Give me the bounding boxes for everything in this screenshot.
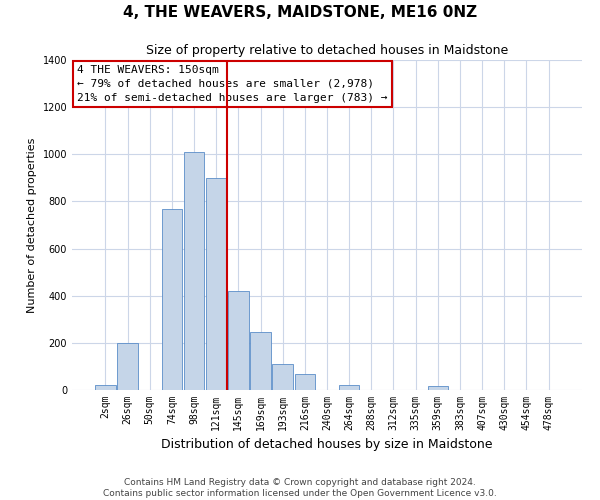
Title: Size of property relative to detached houses in Maidstone: Size of property relative to detached ho… [146,44,508,58]
Text: 4, THE WEAVERS, MAIDSTONE, ME16 0NZ: 4, THE WEAVERS, MAIDSTONE, ME16 0NZ [123,5,477,20]
Bar [95,386,116,390]
X-axis label: Distribution of detached houses by size in Maidstone: Distribution of detached houses by size … [161,438,493,452]
Bar [272,364,293,390]
Bar [428,386,448,390]
Bar [184,152,204,390]
Bar [206,178,226,390]
Bar [118,343,138,390]
Bar [339,386,359,390]
Bar [161,208,182,390]
Text: Contains HM Land Registry data © Crown copyright and database right 2024.
Contai: Contains HM Land Registry data © Crown c… [103,478,497,498]
Bar [250,332,271,390]
Y-axis label: Number of detached properties: Number of detached properties [27,138,37,312]
Bar [295,374,315,390]
Bar [228,291,248,390]
Text: 4 THE WEAVERS: 150sqm
← 79% of detached houses are smaller (2,978)
21% of semi-d: 4 THE WEAVERS: 150sqm ← 79% of detached … [77,65,388,103]
